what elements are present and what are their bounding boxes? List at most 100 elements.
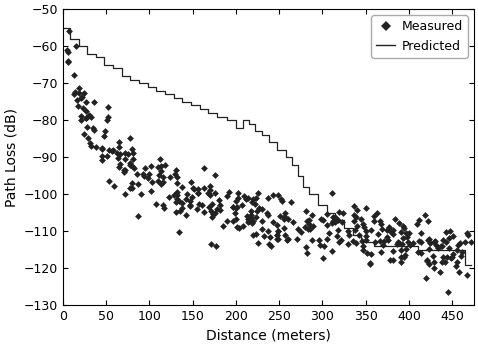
Point [175,198,183,203]
Point [331,214,339,220]
Point [358,238,366,244]
Point [64,58,71,63]
Point [461,239,469,244]
Point [259,206,266,212]
Point [175,229,183,234]
Point [139,171,147,177]
Point [433,242,440,247]
Point [431,238,439,244]
Point [376,219,383,224]
Point [117,151,124,157]
Point [229,218,237,224]
Point [233,225,241,230]
Point [362,237,370,243]
Point [252,214,260,220]
Point [424,218,432,223]
Point [70,73,78,78]
Point [395,240,403,246]
Point [380,238,388,243]
Point [385,225,392,230]
Point [255,205,262,211]
Point [128,146,136,152]
Point [212,172,219,178]
Point [444,289,451,295]
Point [294,226,302,231]
Point [71,89,79,95]
Point [73,97,81,103]
Point [206,193,214,198]
Point [274,228,282,234]
Point [359,243,367,249]
Point [116,139,123,144]
Point [248,209,255,214]
Point [403,234,411,239]
Point [467,239,475,245]
Point [431,240,438,245]
Point [253,208,261,214]
Point [130,165,138,171]
Point [229,204,237,210]
Point [443,239,450,245]
Point [206,187,214,193]
Point [405,230,413,236]
Point [416,217,424,222]
Point [65,60,72,65]
Point [215,197,222,203]
Legend: Measured, Predicted: Measured, Predicted [371,15,467,58]
Point [273,232,281,238]
Point [80,90,88,95]
Point [120,157,128,162]
Point [276,213,284,219]
Point [302,244,310,250]
Point [128,181,135,186]
Point [190,186,197,192]
Point [77,95,85,101]
Point [425,246,433,252]
Point [435,246,442,251]
Point [65,28,73,34]
Point [186,203,194,208]
Point [178,206,186,211]
Point [284,237,292,242]
Point [126,185,133,191]
Point [173,210,180,215]
Point [232,198,239,204]
Point [280,214,288,220]
Point [89,125,97,131]
Point [441,259,449,265]
Point [98,145,106,151]
Point [174,196,181,202]
Point [455,269,463,274]
Point [121,191,129,197]
Point [320,255,327,260]
Point [357,217,365,222]
Point [77,118,85,123]
Point [128,185,136,190]
Point [233,204,241,210]
Point [272,232,280,238]
Point [62,4,69,9]
Point [362,228,369,234]
Point [126,160,134,166]
Point [402,231,410,236]
Point [234,195,242,201]
Point [77,113,85,118]
Point [439,237,447,243]
Point [109,147,117,152]
Point [362,205,369,211]
Point [335,240,343,245]
Point [449,233,457,238]
Point [173,167,180,173]
Point [417,239,424,245]
Point [155,172,163,177]
Point [103,117,110,123]
Point [446,228,454,234]
Point [154,164,162,170]
Point [383,234,391,239]
Point [161,205,168,211]
Point [84,124,91,130]
Point [448,255,456,260]
Point [200,185,208,191]
Point [263,210,271,215]
Point [253,231,261,237]
